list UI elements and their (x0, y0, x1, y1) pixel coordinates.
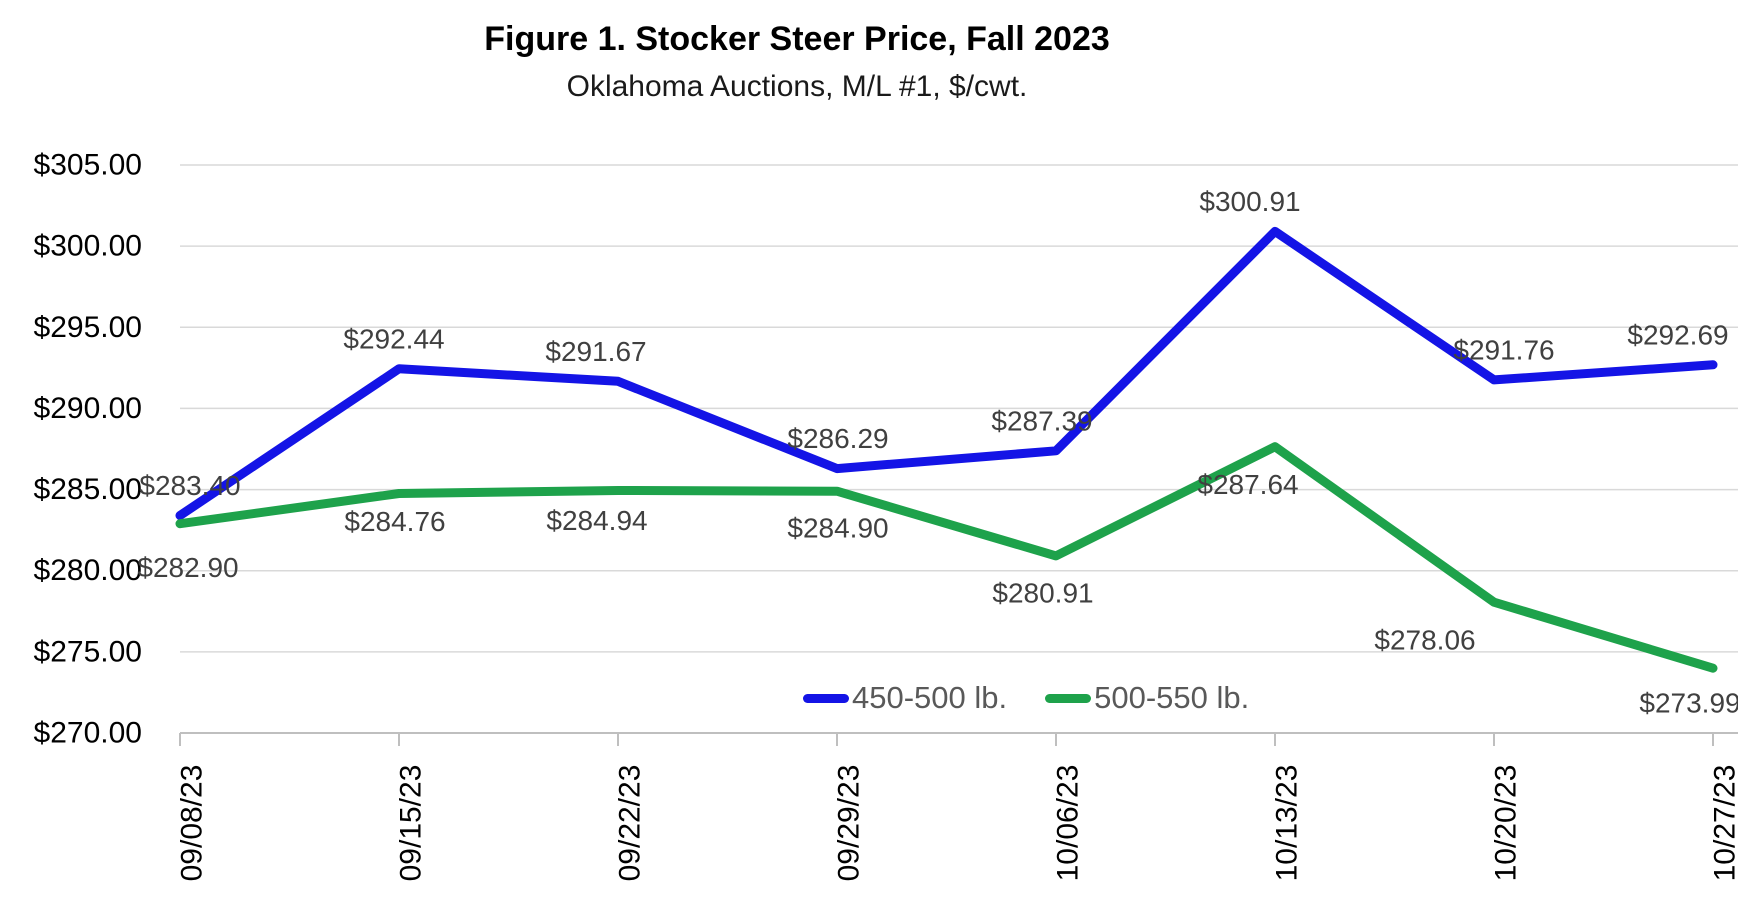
data-label: $273.99 (1639, 688, 1738, 719)
y-axis-tick-label: $275.00 (34, 635, 142, 668)
x-axis-tick-label: 10/13/23 (1271, 765, 1304, 882)
data-label: $286.29 (787, 423, 888, 454)
legend-item-500-550: 500-550 lb. (1045, 680, 1249, 716)
data-label: $292.44 (343, 323, 444, 354)
series-line-500-550 (175, 442, 1718, 673)
y-axis-tick-label: $285.00 (34, 473, 142, 506)
data-label: $280.91 (992, 577, 1093, 608)
data-label: $284.76 (344, 506, 445, 537)
data-label: $284.90 (787, 513, 888, 544)
data-label: $292.69 (1627, 319, 1728, 350)
legend-item-450-500: 450-500 lb. (803, 680, 1007, 716)
y-axis-tick-label: $295.00 (34, 311, 142, 344)
legend-label-450-500: 450-500 lb. (852, 680, 1008, 715)
data-label: $283.40 (139, 470, 240, 501)
x-axis-tick-label: 09/22/23 (614, 765, 647, 882)
series-line-450-500 (175, 226, 1718, 520)
y-axis-tick-label: $280.00 (34, 554, 142, 587)
data-label: $287.64 (1197, 469, 1298, 500)
y-axis-tick-label: $300.00 (34, 230, 142, 263)
legend-swatch-blue-line (803, 693, 849, 703)
x-axis-tick-label: 09/29/23 (833, 765, 866, 882)
y-axis-tick-label: $305.00 (34, 149, 142, 182)
data-label: $300.91 (1199, 186, 1300, 217)
x-axis-tick-label: 10/20/23 (1490, 765, 1523, 882)
legend-swatch-green-line (1045, 693, 1092, 703)
data-label: $287.39 (991, 405, 1092, 436)
legend-label-500-550: 500-550 lb. (1094, 680, 1250, 715)
data-label: $282.90 (137, 552, 238, 583)
x-axis-tick-label: 09/15/23 (395, 765, 428, 882)
chart-legend: 450-500 lb. 500-550 lb. (803, 680, 1249, 716)
x-axis-tick-label: 10/27/23 (1709, 765, 1738, 882)
data-label: $284.94 (546, 505, 647, 536)
x-axis-tick-label: 09/08/23 (176, 765, 209, 882)
y-axis-tick-label: $270.00 (34, 717, 142, 750)
data-label: $291.67 (545, 336, 646, 367)
data-label: $278.06 (1374, 625, 1475, 656)
y-axis-tick-label: $290.00 (34, 392, 142, 425)
x-axis-tick-label: 10/06/23 (1052, 765, 1085, 882)
chart-title: Figure 1. Stocker Steer Price, Fall 2023 (484, 20, 1110, 58)
data-label: $291.76 (1453, 334, 1554, 365)
chart-subtitle: Oklahoma Auctions, M/L #1, $/cwt. (566, 70, 1028, 103)
